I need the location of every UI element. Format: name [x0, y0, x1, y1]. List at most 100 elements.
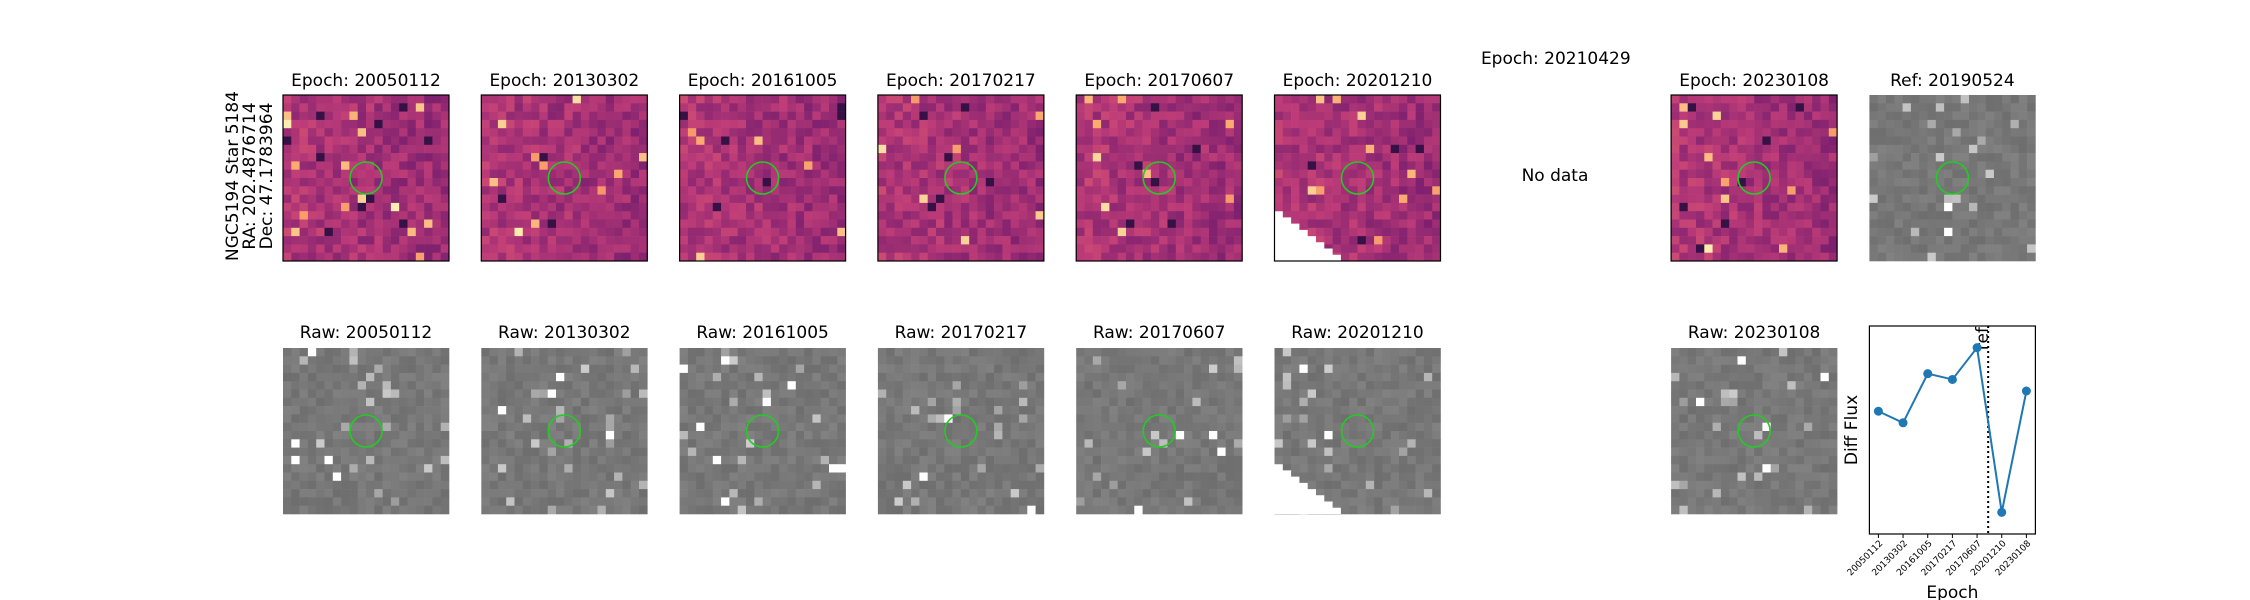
pixel	[1299, 169, 1308, 179]
pixel	[787, 381, 797, 390]
pixel	[572, 119, 582, 129]
pixel	[902, 422, 912, 432]
pixel	[1754, 153, 1763, 162]
pixel	[514, 472, 524, 482]
pixel	[820, 389, 830, 399]
pixel	[1167, 236, 1177, 245]
pixel	[481, 144, 490, 154]
pixel	[1035, 447, 1045, 457]
pixel	[795, 431, 805, 440]
pixel	[960, 202, 970, 212]
pixel	[1159, 103, 1168, 112]
pixel	[1184, 202, 1193, 212]
pixel	[837, 186, 846, 195]
image-panel	[1670, 94, 1838, 262]
pixel	[679, 372, 689, 382]
pixel	[324, 439, 334, 448]
image-panel	[877, 348, 1045, 515]
pixel	[820, 397, 830, 407]
pixel	[630, 422, 640, 432]
pixel	[1109, 119, 1118, 129]
pixel	[1192, 389, 1201, 399]
pixel	[349, 244, 358, 253]
pixel	[812, 447, 821, 457]
pixel	[944, 119, 953, 129]
pixel	[902, 119, 912, 129]
pixel	[1274, 194, 1284, 204]
pixel	[1332, 186, 1342, 195]
pixel	[812, 464, 821, 473]
pixel	[481, 356, 490, 365]
pixel	[712, 489, 722, 498]
pixel	[415, 505, 425, 515]
pixel	[969, 364, 978, 374]
pixel	[919, 389, 928, 399]
pixel	[481, 497, 490, 506]
pixel	[1927, 227, 1937, 237]
pixel	[547, 194, 557, 204]
pixel	[1399, 194, 1408, 204]
pixel	[1423, 144, 1433, 154]
pixel	[1927, 128, 1937, 137]
pixel	[1687, 252, 1697, 262]
pixel	[820, 364, 830, 374]
pixel	[1993, 194, 2003, 204]
pixel	[1894, 128, 1903, 137]
pixel	[1332, 236, 1342, 245]
pixel	[1291, 178, 1300, 187]
pixel	[539, 381, 548, 390]
panel-title: Ref: 20190524	[1890, 71, 2015, 91]
pixel	[2018, 128, 2028, 137]
pixel	[324, 153, 334, 162]
pixel	[1316, 161, 1325, 170]
pixel	[1812, 169, 1821, 179]
pixel	[944, 128, 953, 137]
pixel	[1737, 178, 1747, 187]
pixel	[556, 202, 565, 212]
pixel	[712, 381, 722, 390]
pixel	[837, 422, 846, 432]
pixel	[1010, 236, 1020, 245]
pixel	[1084, 372, 1094, 382]
pixel	[737, 489, 747, 498]
pixel	[382, 128, 392, 137]
pixel	[1910, 186, 1920, 195]
pixel	[2010, 236, 2020, 245]
pixel	[1084, 406, 1094, 415]
pixel	[696, 161, 705, 170]
pixel	[614, 389, 623, 399]
pixel	[812, 455, 821, 465]
pixel	[415, 236, 425, 245]
pixel	[432, 103, 441, 112]
pixel	[580, 119, 590, 129]
pixel	[1184, 161, 1193, 170]
pixel	[2027, 144, 2036, 154]
pixel	[366, 414, 375, 423]
pixel	[1886, 95, 1895, 104]
pixel	[704, 153, 714, 162]
pixel	[762, 119, 772, 129]
pixel	[1795, 227, 1805, 237]
pixel	[746, 497, 755, 506]
pixel	[1407, 103, 1416, 112]
pixel	[622, 447, 631, 457]
pixel	[754, 372, 763, 382]
pixel	[1886, 128, 1895, 137]
pixel	[1019, 186, 1028, 195]
pixel	[704, 202, 714, 212]
pixel	[440, 439, 450, 448]
pixel	[1993, 128, 2003, 137]
pixel	[1779, 169, 1788, 179]
pixel	[1910, 178, 1920, 187]
pixel	[605, 439, 615, 448]
pixel	[1019, 406, 1028, 415]
pixel	[936, 178, 945, 187]
pixel	[1349, 202, 1358, 212]
pixel	[539, 447, 548, 457]
pixel	[1754, 211, 1763, 220]
pixel	[531, 439, 540, 448]
pixel	[704, 406, 714, 415]
pixel	[754, 439, 763, 448]
pixel	[894, 236, 904, 245]
pixel	[877, 144, 887, 154]
